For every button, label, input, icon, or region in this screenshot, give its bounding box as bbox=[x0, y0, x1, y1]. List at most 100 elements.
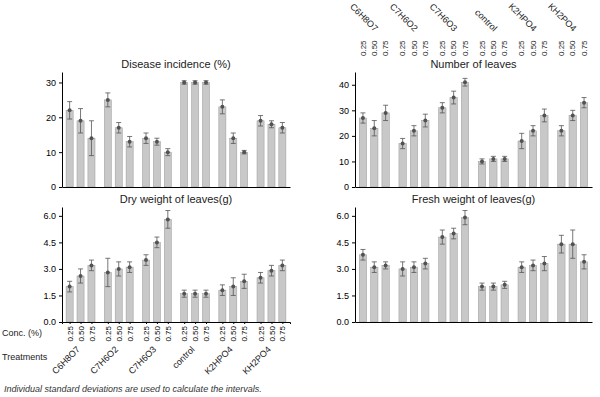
error-bar bbox=[67, 102, 72, 119]
bar bbox=[88, 265, 95, 322]
point bbox=[166, 150, 170, 154]
error-bar bbox=[559, 235, 564, 253]
point bbox=[384, 263, 388, 267]
error-bar bbox=[531, 126, 536, 136]
bar bbox=[569, 115, 576, 187]
tick: 0.0 bbox=[336, 317, 355, 327]
bar bbox=[541, 264, 548, 322]
tick: 4.5 bbox=[43, 238, 62, 248]
bar bbox=[490, 287, 497, 322]
tick-mark bbox=[184, 322, 185, 324]
tick-label: 4.5 bbox=[43, 238, 56, 248]
tick-mark bbox=[59, 269, 62, 270]
tick-label: 0.50 bbox=[410, 40, 419, 56]
y-axis: 010203040 bbox=[339, 73, 356, 193]
bar bbox=[126, 142, 133, 187]
tick-label: 0.25 bbox=[438, 40, 447, 56]
tick-label: 0.75 bbox=[164, 325, 173, 341]
tick-label: 0.50 bbox=[529, 40, 538, 56]
point bbox=[117, 126, 121, 130]
bar bbox=[478, 287, 485, 322]
group-label: K2HPO4 bbox=[506, 1, 538, 33]
point bbox=[520, 139, 524, 143]
error-bar bbox=[78, 269, 83, 283]
error-bar bbox=[451, 228, 456, 239]
points bbox=[361, 80, 586, 163]
tick-mark bbox=[352, 322, 355, 323]
point bbox=[571, 242, 575, 246]
error-bar bbox=[127, 136, 132, 146]
error-bar bbox=[582, 98, 587, 108]
tick-label: 30 bbox=[339, 106, 349, 116]
error-bars bbox=[360, 78, 586, 164]
tick-mark bbox=[195, 322, 196, 324]
error-bar bbox=[105, 258, 110, 286]
point bbox=[423, 262, 427, 266]
tick: 10 bbox=[46, 148, 62, 158]
tick-label: 40 bbox=[339, 80, 349, 90]
error-bar bbox=[360, 249, 365, 260]
tick: 0.50 bbox=[229, 322, 238, 342]
error-bar bbox=[182, 81, 187, 84]
bar bbox=[371, 267, 378, 322]
point bbox=[463, 216, 467, 220]
tick-label: 0.25 bbox=[398, 40, 407, 56]
tick-mark bbox=[59, 82, 62, 83]
error-bar bbox=[105, 93, 110, 107]
error-bar bbox=[258, 116, 263, 126]
top-category-labels: 0.250.500.750.250.500.750.250.500.750.25… bbox=[358, 40, 588, 56]
point bbox=[384, 111, 388, 115]
tick: 0 bbox=[344, 182, 355, 192]
tick-mark bbox=[59, 322, 62, 323]
bar bbox=[399, 144, 406, 187]
group-axis-title: Treatments bbox=[2, 352, 48, 362]
tick-mark bbox=[352, 110, 355, 111]
bar bbox=[580, 103, 587, 187]
tick-label: 0.25 bbox=[218, 325, 227, 341]
panel: 0102030Disease incidence (%) bbox=[46, 58, 291, 192]
bar bbox=[257, 278, 264, 322]
tick-label: 0.50 bbox=[229, 325, 238, 341]
tick-label: 0.50 bbox=[568, 40, 577, 56]
error-bar bbox=[204, 290, 209, 297]
point bbox=[372, 265, 376, 269]
tick: 0.50 bbox=[268, 322, 277, 342]
tick-label: 0.50 bbox=[449, 40, 458, 56]
tick-mark bbox=[157, 322, 158, 324]
bar bbox=[268, 124, 275, 187]
point bbox=[144, 136, 148, 140]
point bbox=[412, 129, 416, 133]
point bbox=[463, 80, 467, 84]
tick-mark bbox=[59, 242, 62, 243]
axis-line bbox=[62, 208, 63, 323]
error-bar bbox=[582, 255, 587, 269]
tick-mark bbox=[168, 322, 169, 324]
tick-mark bbox=[352, 136, 355, 137]
tick-mark bbox=[108, 322, 109, 324]
tick-label: 0.75 bbox=[461, 40, 470, 56]
tick-label: 0.0 bbox=[336, 317, 349, 327]
error-bar bbox=[383, 262, 388, 269]
tick-label: 0.25 bbox=[66, 325, 75, 341]
error-bar bbox=[116, 123, 121, 133]
point bbox=[106, 270, 110, 274]
bars bbox=[359, 82, 587, 187]
point bbox=[542, 113, 546, 117]
tick-mark bbox=[146, 322, 147, 324]
panel-title: Disease incidence (%) bbox=[121, 58, 230, 70]
error-bar bbox=[559, 126, 564, 136]
point bbox=[571, 113, 575, 117]
error-bar bbox=[116, 262, 121, 276]
point bbox=[231, 136, 235, 140]
point bbox=[89, 263, 93, 267]
tick-mark bbox=[352, 161, 355, 162]
tick-label: 4.5 bbox=[336, 238, 349, 248]
tick: 1.5 bbox=[43, 291, 62, 301]
tick-label: 3.0 bbox=[43, 264, 56, 274]
point bbox=[193, 80, 197, 84]
bar bbox=[439, 237, 446, 322]
point bbox=[231, 285, 235, 289]
bar bbox=[558, 131, 565, 187]
tick-label: 0.25 bbox=[142, 325, 151, 341]
point bbox=[582, 260, 586, 264]
